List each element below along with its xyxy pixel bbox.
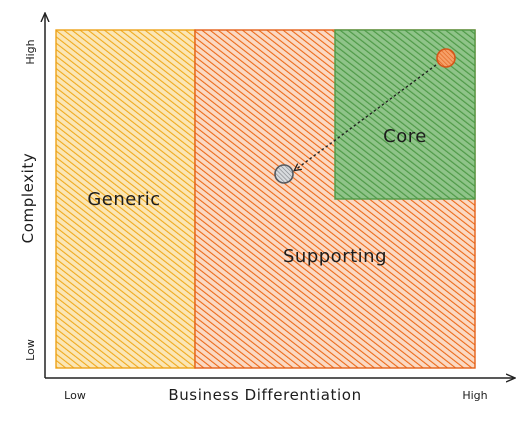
x-axis-high-label: High [462,389,487,402]
x-axis-low-label: Low [64,389,86,402]
y-axis-high-label: High [24,39,37,64]
target-position-marker [274,164,294,184]
movement-arrow [295,61,441,170]
current-position-marker [436,48,456,68]
x-axis-title: Business Differentiation [168,386,361,404]
generic-label: Generic [87,189,160,210]
generic-region [55,29,196,369]
supporting-label: Supporting [283,246,387,267]
y-axis-low-label: Low [24,339,37,361]
core-label: Core [383,126,427,147]
y-axis-title: Complexity [19,153,37,244]
